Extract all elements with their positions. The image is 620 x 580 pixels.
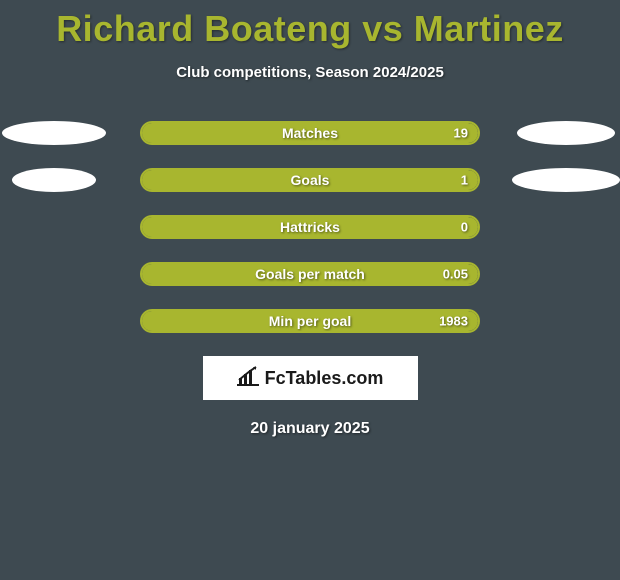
bar-label: Goals	[291, 172, 330, 188]
stat-bar: Hattricks 0	[140, 215, 480, 239]
bar-right-value: 19	[454, 126, 468, 141]
stat-bar: Goals per match 0.05	[140, 262, 480, 286]
right-ellipse	[512, 168, 620, 192]
stat-row: Goals per match 0.05	[0, 262, 620, 286]
bar-label: Hattricks	[280, 219, 340, 235]
left-col	[0, 121, 140, 145]
stat-rows: Matches 19 Goals 1 Hattricks 0 Goals per match…	[0, 121, 620, 333]
stat-bar: Matches 19	[140, 121, 480, 145]
stat-row: Matches 19	[0, 121, 620, 145]
bar-right-value: 1	[461, 173, 468, 188]
stat-bar: Min per goal 1983	[140, 309, 480, 333]
right-col	[480, 168, 620, 192]
stat-bar: Goals 1	[140, 168, 480, 192]
right-col	[480, 121, 620, 145]
bar-label: Goals per match	[255, 266, 365, 282]
stat-row: Goals 1	[0, 168, 620, 192]
chart-icon	[237, 366, 259, 391]
bar-right-value: 1983	[439, 314, 468, 329]
subtitle: Club competitions, Season 2024/2025	[0, 64, 620, 81]
page-title: Richard Boateng vs Martinez	[0, 0, 620, 50]
left-ellipse	[12, 168, 96, 192]
bar-right-value: 0.05	[443, 267, 468, 282]
stat-row: Hattricks 0	[0, 215, 620, 239]
right-ellipse	[517, 121, 615, 145]
bar-label: Matches	[282, 125, 338, 141]
logo-text: FcTables.com	[265, 368, 384, 389]
logo-box: FcTables.com	[203, 356, 418, 400]
left-ellipse	[2, 121, 106, 145]
date-label: 20 january 2025	[0, 420, 620, 438]
stat-row: Min per goal 1983	[0, 309, 620, 333]
bar-label: Min per goal	[269, 313, 351, 329]
bar-right-value: 0	[461, 220, 468, 235]
left-col	[0, 168, 140, 192]
